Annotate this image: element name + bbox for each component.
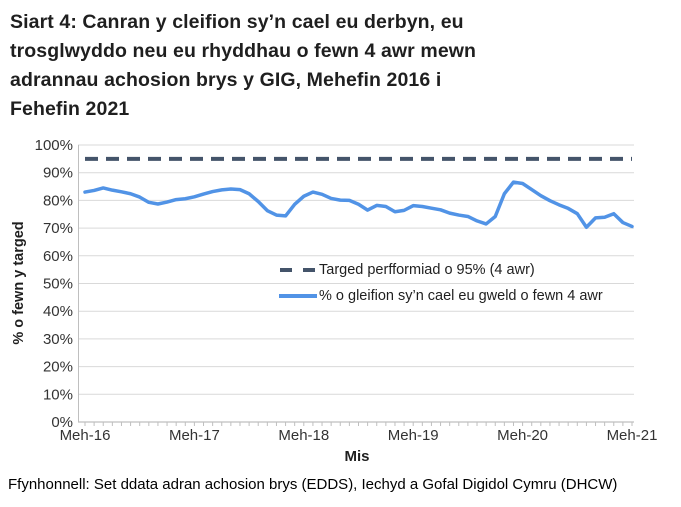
x-tick-label: Meh-21: [607, 427, 658, 444]
chart-title-line-1: Siart 4: Canran y cleifion sy’n cael eu …: [10, 11, 464, 33]
x-axis-title: Mis: [344, 448, 370, 465]
y-tick-label: 60%: [43, 248, 73, 265]
y-tick-label: 70%: [43, 220, 73, 237]
x-tick-label: Meh-19: [388, 427, 439, 444]
chart-title-line-2: trosglwyddo neu eu rhyddhau o fewn 4 awr…: [10, 40, 477, 62]
y-tick-label: 90%: [43, 165, 73, 182]
x-tick-label: Meh-16: [60, 427, 111, 444]
legend-label-series: % o gleifion sy’n cael eu gweld o fewn 4…: [319, 288, 603, 304]
series-line: [83, 180, 634, 230]
x-tick-label: Meh-18: [278, 427, 329, 444]
x-tick-label: Meh-20: [497, 427, 548, 444]
chart-title: Siart 4: Canran y cleifion sy’n cael eu …: [10, 8, 650, 124]
y-tick-label: 30%: [43, 331, 73, 348]
series-solid-line-sample: [279, 294, 317, 298]
y-tick-label: 50%: [43, 276, 73, 293]
chart-legend: Targed perfformiad o 95% (4 awr) % o gle…: [278, 260, 603, 306]
chart-title-line-4: Fehefin 2021: [10, 98, 130, 120]
y-tick-label: 0%: [51, 414, 73, 431]
source-note: Ffynhonnell: Set ddata adran achosion br…: [8, 476, 618, 493]
y-tick-label: 10%: [43, 386, 73, 403]
legend-row-target: Targed perfformiad o 95% (4 awr): [278, 260, 603, 280]
y-tick-label: 20%: [43, 359, 73, 376]
y-tick-label: 40%: [43, 303, 73, 320]
y-tick-label: 80%: [43, 192, 73, 209]
legend-row-series: % o gleifion sy’n cael eu gweld o fewn 4…: [278, 286, 603, 306]
y-tick-label: 100%: [35, 137, 73, 154]
x-tick-label: Meh-17: [169, 427, 220, 444]
legend-label-target: Targed perfformiad o 95% (4 awr): [319, 262, 535, 278]
y-axis-title: % o fewn y targed: [11, 221, 27, 345]
chart-title-line-3: adrannau achosion brys y GIG, Mehefin 20…: [10, 69, 442, 91]
target-dashed-line-sample: [280, 268, 318, 272]
